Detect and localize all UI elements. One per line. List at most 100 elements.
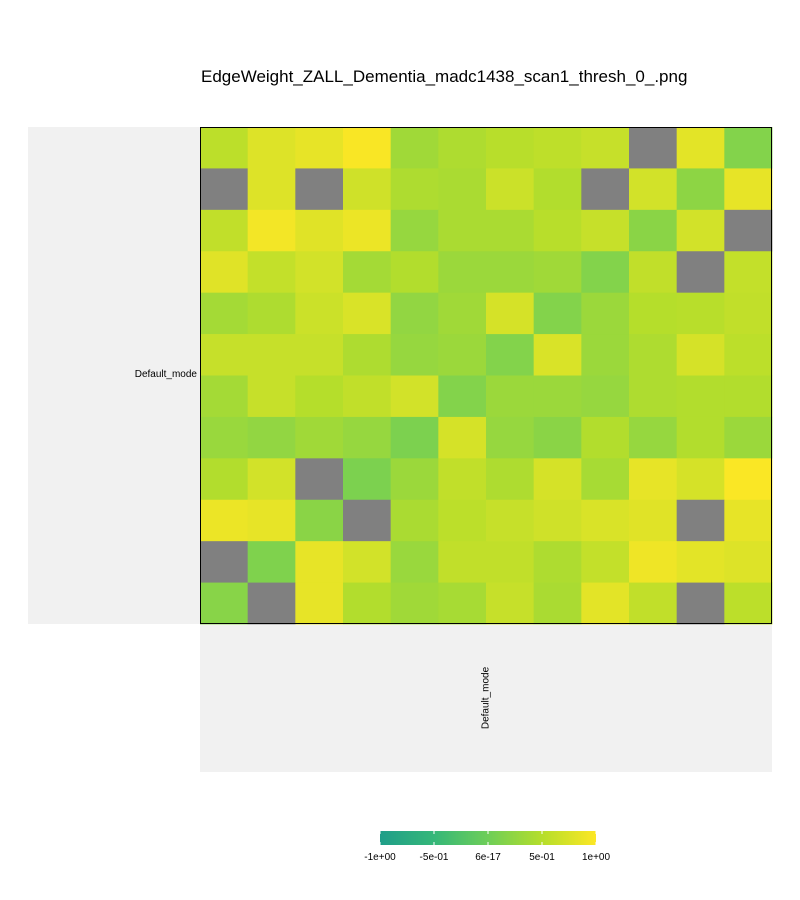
heatmap-cell bbox=[295, 582, 344, 625]
heatmap-cell bbox=[390, 499, 439, 542]
heatmap-cell bbox=[581, 541, 630, 583]
heatmap-cell bbox=[676, 499, 725, 542]
heatmap-cell bbox=[533, 541, 582, 583]
heatmap-cell bbox=[724, 499, 773, 542]
heatmap-cell bbox=[629, 209, 678, 252]
heatmap-cell bbox=[581, 209, 630, 252]
heatmap-cell bbox=[247, 334, 296, 376]
heatmap-cell bbox=[486, 127, 535, 169]
colorbar-tick-label: 5e-01 bbox=[529, 852, 555, 863]
heatmap-cell bbox=[533, 499, 582, 542]
heatmap-cell bbox=[676, 458, 725, 501]
heatmap-cell bbox=[390, 334, 439, 376]
heatmap-cell bbox=[533, 458, 582, 501]
heatmap-cell bbox=[581, 582, 630, 625]
heatmap-cell bbox=[247, 127, 296, 169]
heatmap-cell bbox=[629, 458, 678, 501]
heatmap-cell bbox=[438, 251, 487, 294]
heatmap-cell bbox=[247, 499, 296, 542]
heatmap-cell bbox=[247, 416, 296, 459]
heatmap-cell bbox=[247, 541, 296, 583]
heatmap-cell bbox=[390, 582, 439, 625]
heatmap-cell bbox=[295, 541, 344, 583]
heatmap-cell bbox=[676, 416, 725, 459]
heatmap-cell bbox=[438, 292, 487, 335]
heatmap-cell bbox=[724, 541, 773, 583]
heatmap-cell bbox=[724, 209, 773, 252]
heatmap-cell bbox=[438, 334, 487, 376]
heatmap-cell bbox=[629, 499, 678, 542]
heatmap-cell bbox=[343, 292, 392, 335]
heatmap-cell bbox=[629, 292, 678, 335]
heatmap-cell bbox=[629, 334, 678, 376]
heatmap-cell bbox=[343, 416, 392, 459]
row-group-label: Default_mode bbox=[134, 369, 197, 380]
colorbar-gradient bbox=[380, 831, 596, 845]
heatmap-cell bbox=[200, 582, 249, 625]
heatmap-cell bbox=[533, 292, 582, 335]
heatmap-cell bbox=[581, 416, 630, 459]
heatmap-cell bbox=[676, 168, 725, 211]
heatmap-cell bbox=[295, 127, 344, 169]
heatmap-cell bbox=[438, 375, 487, 418]
heatmap-cell bbox=[486, 209, 535, 252]
heatmap-cell bbox=[486, 541, 535, 583]
heatmap-cell bbox=[533, 251, 582, 294]
heatmap-cell bbox=[390, 458, 439, 501]
heatmap-cell bbox=[724, 168, 773, 211]
heatmap-cell bbox=[343, 168, 392, 211]
heatmap-cell bbox=[247, 582, 296, 625]
heatmap-cell bbox=[343, 375, 392, 418]
heatmap-cell bbox=[581, 251, 630, 294]
heatmap-cell bbox=[200, 375, 249, 418]
heatmap-cell bbox=[247, 375, 296, 418]
colorbar-tick-label: -5e-01 bbox=[420, 852, 449, 863]
heatmap-cell bbox=[629, 416, 678, 459]
heatmap-cell bbox=[295, 458, 344, 501]
heatmap-cell bbox=[295, 292, 344, 335]
heatmap-cell bbox=[533, 168, 582, 211]
heatmap-cell bbox=[343, 541, 392, 583]
heatmap-cell bbox=[486, 168, 535, 211]
heatmap-cell bbox=[438, 168, 487, 211]
heatmap-cell bbox=[581, 334, 630, 376]
heatmap-cell bbox=[724, 416, 773, 459]
heatmap-cell bbox=[533, 416, 582, 459]
heatmap-cell bbox=[724, 375, 773, 418]
heatmap-cell bbox=[629, 582, 678, 625]
heatmap-cell bbox=[676, 209, 725, 252]
heatmap-cell bbox=[676, 541, 725, 583]
heatmap-cell bbox=[200, 209, 249, 252]
heatmap-cell bbox=[629, 541, 678, 583]
heatmap-cell bbox=[200, 292, 249, 335]
heatmap-cell bbox=[200, 499, 249, 542]
heatmap-cell bbox=[390, 541, 439, 583]
heatmap-cell bbox=[247, 251, 296, 294]
heatmap-cell bbox=[438, 541, 487, 583]
heatmap-cell bbox=[390, 127, 439, 169]
heatmap-cell bbox=[390, 416, 439, 459]
heatmap-cell bbox=[247, 168, 296, 211]
heatmap-cell bbox=[295, 209, 344, 252]
heatmap-cell bbox=[486, 458, 535, 501]
heatmap-cell bbox=[295, 251, 344, 294]
heatmap-cell bbox=[486, 334, 535, 376]
heatmap-cell bbox=[390, 292, 439, 335]
heatmap-cell bbox=[390, 375, 439, 418]
heatmap-cell bbox=[486, 582, 535, 625]
heatmap-cell bbox=[486, 416, 535, 459]
heatmap-cell bbox=[438, 582, 487, 625]
heatmap-cell bbox=[724, 582, 773, 625]
heatmap-cell bbox=[581, 292, 630, 335]
heatmap-cell bbox=[343, 334, 392, 376]
heatmap-cell bbox=[295, 416, 344, 459]
heatmap-cell bbox=[676, 127, 725, 169]
heatmap-cell bbox=[200, 251, 249, 294]
heatmap-cell bbox=[200, 168, 249, 211]
heatmap-cell bbox=[343, 127, 392, 169]
heatmap-cell bbox=[247, 292, 296, 335]
heatmap-cell bbox=[676, 251, 725, 294]
heatmap-border bbox=[200, 127, 772, 624]
colorbar-tick-label: 1e+00 bbox=[582, 852, 611, 863]
